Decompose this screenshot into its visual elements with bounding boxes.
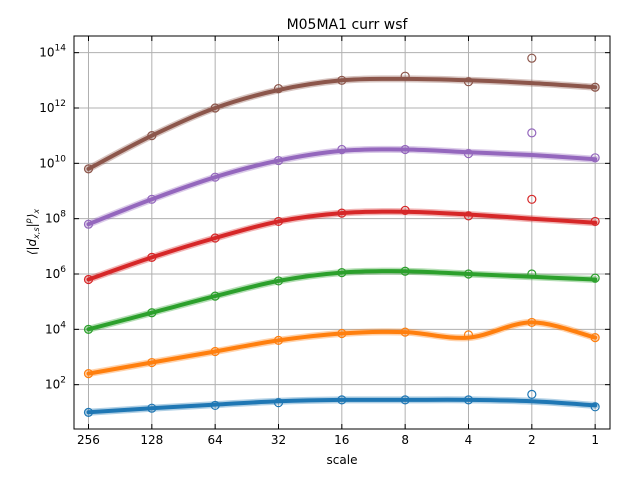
data-point (147, 194, 157, 204)
y-tick-label: 1012 (39, 99, 66, 115)
data-point (147, 357, 157, 368)
data-point (273, 216, 284, 227)
series-line (86, 397, 598, 415)
data-point (463, 149, 474, 159)
data-point (210, 291, 220, 301)
data-point (463, 395, 474, 405)
data-point (400, 71, 410, 81)
y-tick-label: 1014 (39, 44, 66, 60)
data-point (400, 327, 410, 337)
data-point (210, 346, 220, 357)
data-point (527, 269, 537, 279)
data-point (463, 269, 474, 279)
y-tick-label: 1010 (39, 154, 66, 170)
data-point (147, 403, 157, 413)
data-point (337, 268, 347, 278)
data-point (463, 211, 474, 221)
series-1 (83, 389, 600, 417)
series-line (86, 76, 598, 171)
data-point (590, 333, 600, 343)
chart-title: M05MA1 curr wsf (287, 17, 409, 33)
y-axis-label: ⟨|dx,s|p⟩x (24, 209, 41, 256)
data-point (527, 194, 537, 204)
series-layer (83, 53, 600, 417)
grid (74, 36, 610, 429)
data-point (527, 53, 537, 63)
data-point (400, 205, 410, 215)
data-point (83, 164, 94, 174)
series-line (86, 147, 598, 227)
x-tick-label: 2 (528, 433, 536, 447)
x-tick-label: 4 (465, 433, 473, 447)
data-point (527, 389, 537, 399)
y-tick-label: 104 (45, 320, 66, 336)
data-point (83, 324, 94, 334)
data-point (337, 395, 347, 405)
data-point (590, 216, 600, 227)
data-point (273, 335, 284, 346)
data-point (400, 144, 410, 155)
data-point (273, 398, 284, 408)
data-point (83, 219, 94, 229)
y-tick-label: 106 (45, 265, 66, 281)
x-tick-label: 1 (591, 433, 599, 447)
data-point (210, 233, 220, 243)
x-axis-label: scale (327, 453, 358, 467)
data-point (147, 131, 157, 141)
x-tick-label: 8 (401, 433, 409, 447)
series-5 (83, 128, 600, 229)
data-point (463, 330, 474, 340)
data-point (463, 77, 474, 87)
y-tick-label: 108 (45, 210, 66, 226)
data-point (337, 328, 347, 339)
y-tick-label: 102 (45, 376, 66, 392)
data-point (83, 274, 94, 285)
data-point (590, 273, 600, 283)
series-4 (83, 194, 600, 285)
series-3 (83, 266, 600, 334)
data-point (590, 402, 600, 412)
x-ticks: 256 128 64 32 16 8 4 2 1 (77, 36, 599, 447)
data-point (273, 276, 284, 286)
data-point (337, 208, 347, 218)
data-point (83, 407, 94, 417)
data-point (210, 172, 220, 182)
data-point (273, 155, 284, 166)
data-point (337, 144, 347, 155)
x-tick-label: 16 (334, 433, 349, 447)
data-point (147, 252, 157, 263)
data-point (590, 153, 600, 163)
data-point (337, 75, 347, 85)
data-point (210, 400, 220, 411)
data-point (400, 395, 410, 405)
x-tick-label: 256 (77, 433, 100, 447)
series-line (86, 320, 598, 376)
data-point (590, 82, 600, 92)
series-2 (83, 317, 600, 379)
x-tick-label: 32 (271, 433, 286, 447)
data-point (273, 84, 284, 94)
y-ticks: 102 104 106 108 1010 1012 1014 (39, 44, 610, 392)
data-point (527, 317, 537, 328)
data-point (210, 103, 220, 113)
x-tick-label: 64 (208, 433, 223, 447)
data-point (400, 266, 410, 276)
data-point (147, 308, 157, 318)
x-tick-label: 128 (140, 433, 163, 447)
series-6 (83, 53, 600, 174)
data-point (83, 369, 94, 379)
data-point (527, 128, 537, 138)
